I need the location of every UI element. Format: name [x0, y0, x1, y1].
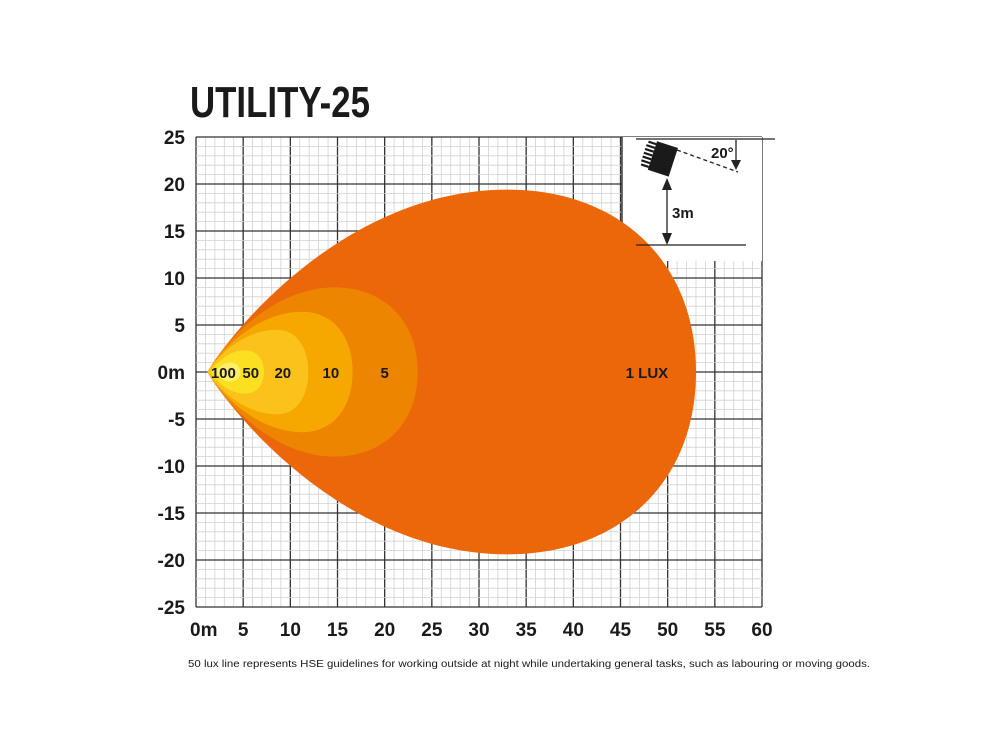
x-tick-label: 60 [751, 620, 772, 641]
contour-100-lux [214, 362, 241, 382]
x-tick-label: 50 [657, 620, 678, 641]
x-tick-label: 20 [374, 620, 395, 641]
lux-contours [207, 189, 696, 555]
lux-label-20: 20 [274, 365, 291, 382]
x-tick-label: 5 [238, 620, 249, 641]
x-tick-label: 0m [190, 620, 217, 641]
y-tick-label: 25 [164, 128, 186, 149]
y-tick-label: -15 [158, 504, 186, 525]
x-tick-label: 30 [468, 620, 489, 641]
height-arrowhead-down [662, 233, 672, 245]
y-tick-label: 0m [158, 363, 185, 384]
angle-arrowhead [731, 160, 741, 170]
height-label: 3m [672, 205, 694, 222]
y-tick-label: 10 [164, 269, 185, 290]
lux-labels: 1 LUX 5 10 20 50 100 [211, 365, 668, 382]
height-arrowhead-up [662, 178, 672, 190]
lux-label-100: 100 [211, 365, 236, 382]
y-tick-label: -20 [158, 551, 185, 572]
x-tick-label: 45 [610, 620, 632, 641]
angle-label: 20° [711, 145, 734, 162]
x-axis-ticks: 0m 5 10 15 20 25 30 35 40 45 50 55 60 [190, 620, 773, 641]
x-tick-label: 10 [280, 620, 301, 641]
contour-1-lux [207, 189, 696, 555]
y-tick-label: 15 [164, 222, 186, 243]
y-axis-ticks: 25 20 15 10 5 0m -5 -10 -15 -20 -25 [158, 128, 186, 619]
y-tick-label: 5 [174, 316, 185, 337]
y-tick-label: -25 [158, 598, 186, 619]
lux-label-50: 50 [242, 365, 259, 382]
x-tick-label: 15 [327, 620, 349, 641]
x-tick-label: 55 [704, 620, 726, 641]
chart-title: UTILITY-25 [190, 78, 370, 127]
mounting-inset: 20° 3m [636, 138, 775, 246]
beam-angle-dashed-line [676, 149, 739, 173]
lux-label-10: 10 [323, 365, 340, 382]
lamp-icon [640, 140, 678, 177]
lux-label-1: 1 LUX [626, 365, 669, 382]
x-tick-label: 25 [421, 620, 443, 641]
x-tick-label: 40 [563, 620, 584, 641]
y-tick-label: -10 [158, 457, 185, 478]
lux-label-5: 5 [380, 365, 388, 382]
x-tick-label: 35 [516, 620, 538, 641]
y-tick-label: -5 [168, 410, 185, 431]
footnote: 50 lux line represents HSE guidelines fo… [188, 658, 870, 670]
y-tick-label: 20 [164, 175, 185, 196]
